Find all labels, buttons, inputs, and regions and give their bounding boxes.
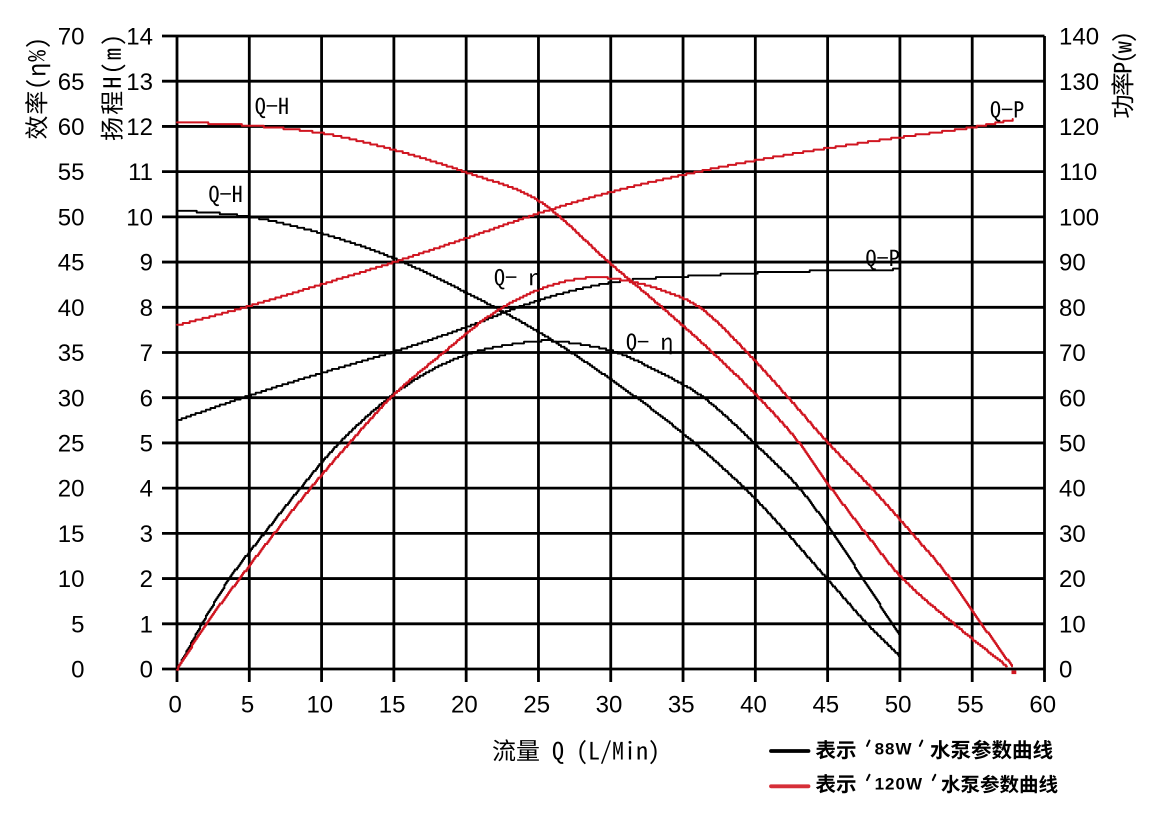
svg-text:5: 5	[71, 611, 84, 638]
svg-text:9: 9	[140, 250, 153, 277]
svg-text:70: 70	[1059, 340, 1086, 367]
svg-text:140: 140	[1059, 24, 1099, 51]
svg-text:0: 0	[140, 657, 153, 684]
svg-text:35: 35	[668, 692, 695, 719]
svg-text:0: 0	[1059, 657, 1072, 684]
svg-text:7: 7	[140, 340, 153, 367]
svg-text:0: 0	[169, 692, 182, 719]
svg-text:10: 10	[58, 566, 85, 593]
svg-text:90: 90	[1059, 250, 1086, 277]
svg-text:50: 50	[885, 692, 912, 719]
svg-text:25: 25	[523, 692, 550, 719]
svg-text:120: 120	[1059, 114, 1099, 141]
svg-text:10: 10	[126, 205, 153, 232]
svg-text:65: 65	[58, 69, 85, 96]
svg-text:55: 55	[58, 159, 85, 186]
svg-text:130: 130	[1059, 69, 1099, 96]
svg-text:50: 50	[1059, 431, 1086, 458]
svg-text:20: 20	[58, 476, 85, 503]
svg-text:1: 1	[140, 611, 153, 638]
svg-text:50: 50	[58, 205, 85, 232]
svg-text:12: 12	[126, 114, 153, 141]
svg-text:10: 10	[306, 692, 333, 719]
svg-text:0: 0	[71, 657, 84, 684]
svg-text:35: 35	[58, 340, 85, 367]
svg-text:30: 30	[596, 692, 623, 719]
svg-text:45: 45	[812, 692, 839, 719]
svg-text:5: 5	[140, 431, 153, 458]
svg-text:40: 40	[1059, 476, 1086, 503]
svg-text:100: 100	[1059, 205, 1099, 232]
svg-text:4: 4	[140, 476, 153, 503]
svg-text:60: 60	[1059, 385, 1086, 412]
svg-text:55: 55	[957, 692, 984, 719]
svg-text:20: 20	[1059, 566, 1086, 593]
svg-text:14: 14	[126, 24, 153, 51]
svg-text:110: 110	[1059, 159, 1097, 186]
svg-text:15: 15	[379, 692, 406, 719]
svg-text:6: 6	[140, 385, 153, 412]
svg-text:88W: 88W	[875, 740, 913, 759]
svg-text:30: 30	[1059, 521, 1086, 548]
svg-text:60: 60	[1029, 692, 1056, 719]
svg-text:8: 8	[140, 295, 153, 322]
svg-text:15: 15	[58, 521, 85, 548]
svg-text:80: 80	[1059, 295, 1086, 322]
svg-text:5: 5	[241, 692, 254, 719]
svg-text:3: 3	[140, 521, 153, 548]
svg-text:40: 40	[740, 692, 767, 719]
svg-text:45: 45	[58, 250, 85, 277]
svg-text:25: 25	[58, 431, 85, 458]
svg-text:10: 10	[1059, 611, 1086, 638]
svg-text:13: 13	[126, 69, 153, 96]
svg-text:11: 11	[128, 159, 153, 186]
svg-text:40: 40	[58, 295, 85, 322]
svg-text:2: 2	[140, 566, 153, 593]
svg-text:120W: 120W	[875, 775, 923, 794]
svg-text:30: 30	[58, 385, 85, 412]
svg-text:20: 20	[451, 692, 478, 719]
svg-text:70: 70	[58, 24, 85, 51]
svg-text:60: 60	[58, 114, 85, 141]
